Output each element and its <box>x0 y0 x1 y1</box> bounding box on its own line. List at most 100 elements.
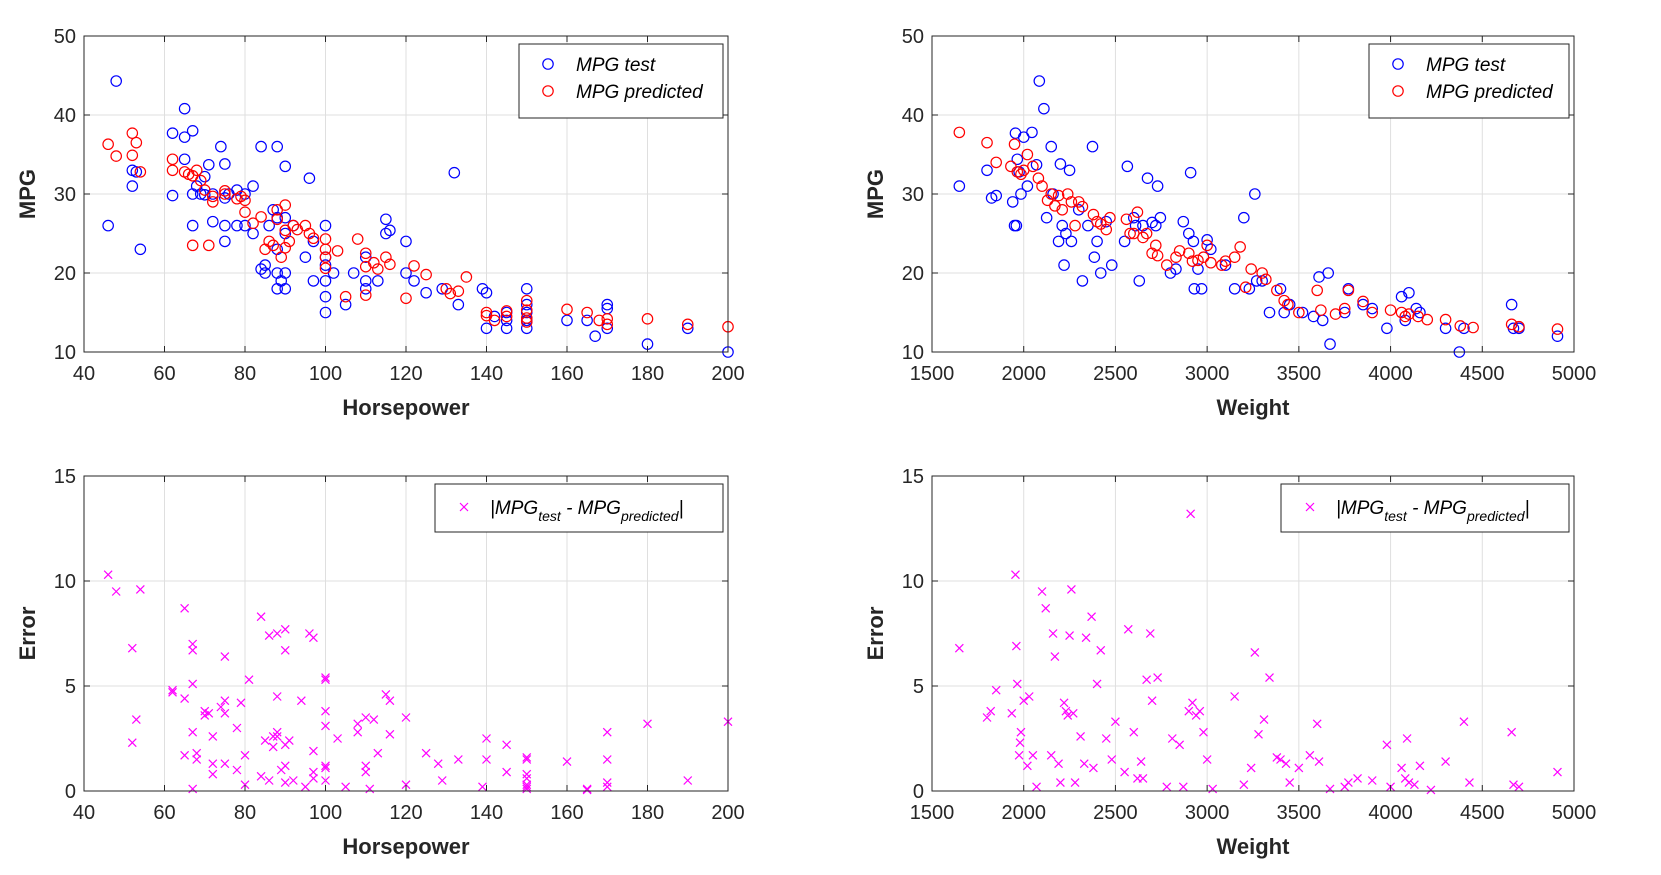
data-point <box>188 727 198 737</box>
data-point <box>480 322 493 335</box>
x-tick-label: 60 <box>153 363 175 385</box>
data-point <box>1409 780 1419 790</box>
data-point <box>562 757 572 767</box>
y-tick-label: 40 <box>54 105 76 127</box>
data-point <box>1324 338 1336 350</box>
data-point <box>522 752 532 762</box>
data-point <box>319 219 332 232</box>
data-point <box>1016 727 1026 737</box>
data-point <box>1186 255 1199 267</box>
data-point <box>283 235 296 248</box>
x-axis-label: Weight <box>1217 834 1291 859</box>
data-point <box>220 696 230 706</box>
data-point <box>321 721 330 731</box>
chart-wt-err: 1500 2000 2500 3000 3500 4000 4500 5000 0 5 10 15 We… <box>863 466 1596 859</box>
data-point <box>264 631 274 641</box>
data-point <box>1027 160 1039 173</box>
legend-label: MPG predicted <box>576 82 704 103</box>
y-tick-label: 50 <box>902 26 924 48</box>
legend-label-part: - MPG <box>1407 498 1467 519</box>
legend-label: MPG test <box>576 55 656 76</box>
data-point <box>1142 675 1152 685</box>
data-point <box>168 685 177 695</box>
data-point <box>365 784 375 794</box>
data-point <box>1202 755 1212 764</box>
data-point <box>1054 759 1063 769</box>
data-point <box>1188 698 1197 708</box>
data-point <box>1037 587 1047 596</box>
data-point <box>1100 223 1113 236</box>
data-point <box>279 267 292 279</box>
data-point <box>1138 773 1148 783</box>
data-point <box>990 156 1002 169</box>
data-point <box>369 715 379 725</box>
data-point <box>500 305 513 317</box>
data-point <box>1007 708 1017 718</box>
data-point <box>219 158 231 170</box>
data-point <box>1092 679 1102 689</box>
y-tick-label: 0 <box>65 781 76 803</box>
data-point <box>1312 719 1322 729</box>
data-point <box>219 188 231 200</box>
x-tick-label: 1500 <box>910 802 955 824</box>
data-point <box>208 731 218 741</box>
data-point <box>1381 322 1393 335</box>
y-tick-label: 10 <box>902 342 924 364</box>
legend-box <box>434 483 724 533</box>
legend-marker <box>542 85 554 97</box>
data-point <box>408 275 420 287</box>
legend-label: |MPGtest - MPGpredicted| <box>490 498 684 524</box>
data-point <box>582 785 592 795</box>
data-point <box>954 643 964 653</box>
x-tick-label: 40 <box>73 363 95 385</box>
data-point <box>1342 284 1355 297</box>
data-point <box>240 750 250 760</box>
data-point <box>321 675 330 685</box>
x-tick-label: 80 <box>234 802 256 824</box>
data-point <box>110 150 122 162</box>
data-point <box>1249 188 1261 200</box>
data-point <box>192 755 202 764</box>
x-tick-label: 2000 <box>1001 363 1046 385</box>
data-point <box>990 189 1002 202</box>
y-axis-label: Error <box>863 606 888 660</box>
data-point <box>1197 251 1210 264</box>
data-point <box>380 251 392 264</box>
data-point <box>1065 631 1074 641</box>
data-point <box>1467 321 1479 334</box>
data-point <box>581 314 593 327</box>
y-tick-label: 5 <box>65 676 76 698</box>
data-point <box>186 219 199 232</box>
data-point <box>333 734 342 743</box>
data-point <box>1205 256 1217 269</box>
data-point <box>321 776 330 785</box>
data-point <box>166 189 179 202</box>
data-point <box>288 776 298 785</box>
data-point <box>219 192 231 204</box>
legend-label-part: test <box>538 508 562 524</box>
data-point <box>280 778 290 788</box>
data-point <box>1178 782 1188 792</box>
data-point <box>1192 254 1204 267</box>
data-point <box>110 75 122 87</box>
y-tick-label: 50 <box>54 26 76 48</box>
data-point <box>309 767 318 777</box>
data-point <box>127 643 137 653</box>
axes-box <box>931 475 1575 792</box>
data-point <box>1087 612 1097 622</box>
data-point <box>500 310 513 323</box>
data-point <box>341 782 351 792</box>
data-point <box>991 685 1001 695</box>
data-point <box>1028 750 1038 760</box>
data-point <box>130 166 143 178</box>
data-point <box>1066 584 1076 594</box>
data-point <box>1068 708 1078 718</box>
legend-label: |MPGtest - MPGpredicted| <box>1336 498 1530 524</box>
data-point <box>361 767 371 777</box>
data-point <box>1107 755 1117 764</box>
data-point <box>309 746 318 756</box>
data-point <box>589 330 601 342</box>
data-point <box>1146 247 1158 260</box>
data-point <box>444 287 457 300</box>
data-point <box>1260 273 1272 286</box>
